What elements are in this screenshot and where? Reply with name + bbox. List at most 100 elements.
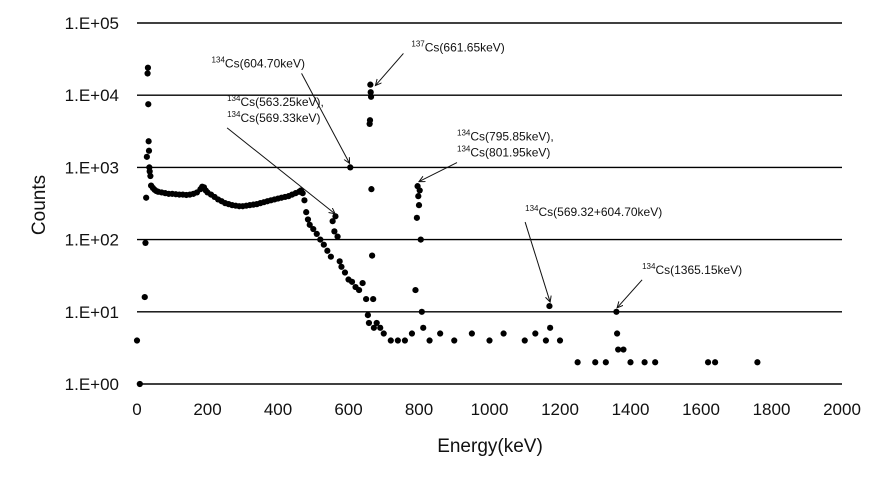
data-point <box>615 346 622 353</box>
data-point <box>144 70 151 77</box>
data-point <box>141 293 148 301</box>
x-tick-label: 1600 <box>682 400 720 419</box>
data-point <box>500 330 507 337</box>
annotation-label: 134Cs(604.70keV) <box>212 55 305 70</box>
data-point <box>145 138 152 145</box>
data-point <box>627 359 634 366</box>
data-point <box>299 190 306 197</box>
data-point <box>313 230 320 237</box>
data-point <box>145 101 152 108</box>
data-point <box>142 239 149 247</box>
data-point <box>532 330 539 337</box>
data-point <box>641 359 648 366</box>
data-point <box>602 359 609 366</box>
data-point <box>146 168 153 175</box>
x-axis-ticks: 0 200 400 600 800 1000 1200 1400 1600 1800 2000 <box>132 400 861 419</box>
data-point <box>704 359 712 366</box>
annotation-arrow <box>226 127 335 214</box>
x-tick-label: 400 <box>264 400 292 419</box>
data-point <box>380 330 387 337</box>
data-point <box>556 337 564 344</box>
data-point <box>359 279 366 287</box>
data-point <box>348 278 356 285</box>
data-point <box>420 324 427 331</box>
data-point <box>574 359 581 366</box>
data-point <box>304 216 312 223</box>
data-point <box>143 194 150 201</box>
data-point <box>377 324 384 331</box>
data-point <box>373 319 380 327</box>
data-point <box>468 330 475 337</box>
annotation-label: 134Cs(795.85keV), <box>457 129 554 144</box>
data-point <box>592 359 599 366</box>
data-point <box>366 117 374 124</box>
data-point <box>620 346 627 353</box>
data-point <box>317 236 324 243</box>
x-tick-label: 200 <box>193 400 221 419</box>
annotation-label: 134Cs(801.95keV) <box>457 145 550 160</box>
data-point <box>712 359 719 366</box>
data-point <box>451 337 458 344</box>
data-point <box>147 172 154 180</box>
y-tick-label: 1.E+03 <box>65 158 119 177</box>
data-point <box>364 312 371 319</box>
data-point <box>413 214 420 221</box>
x-tick-label: 800 <box>405 400 433 419</box>
data-point <box>144 64 152 71</box>
y-axis-ticks: 1.E+00 1.E+01 1.E+02 1.E+03 1.E+04 1.E+05 <box>65 14 119 394</box>
annotation-arrow <box>375 53 404 85</box>
data-point <box>367 89 374 96</box>
data-point <box>303 209 310 216</box>
x-tick-label: 0 <box>132 400 141 419</box>
data-point <box>613 308 620 315</box>
x-tick-label: 1200 <box>541 400 579 419</box>
x-tick-label: 600 <box>334 400 362 419</box>
data-point <box>652 359 659 366</box>
data-point <box>486 337 493 344</box>
data-point <box>336 258 343 265</box>
data-point <box>754 359 761 366</box>
data-point <box>521 337 528 344</box>
y-tick-label: 1.E+04 <box>65 86 119 105</box>
data-point <box>546 302 553 310</box>
data-point <box>412 286 419 294</box>
data-point <box>363 295 370 303</box>
data-point <box>143 153 150 160</box>
annotation-arrow <box>524 221 550 302</box>
annotation-arrow <box>617 279 643 308</box>
annotations: 137Cs(661.65keV) 134Cs(604.70keV) 134Cs(56… <box>212 39 742 308</box>
x-tick-label: 1800 <box>753 400 791 419</box>
y-tick-label: 1.E+01 <box>65 303 119 322</box>
data-point <box>367 93 375 100</box>
data-point <box>331 228 338 235</box>
data-point <box>547 324 554 331</box>
y-axis-title: Counts <box>29 175 50 235</box>
data-point <box>306 221 313 228</box>
data-point <box>365 319 373 327</box>
data-point <box>320 241 327 248</box>
data-point <box>334 233 341 240</box>
data-point <box>394 337 401 344</box>
annotation-label: 137Cs(661.65keV) <box>411 39 504 54</box>
annotation-label: 134Cs(1365.15keV) <box>642 262 742 277</box>
data-point <box>347 164 354 171</box>
data-point <box>426 337 433 344</box>
data-point <box>367 81 374 88</box>
annotation-label: 134Cs(563.25keV), <box>227 94 324 109</box>
data-point <box>370 295 377 303</box>
data-point <box>401 337 408 344</box>
data-point <box>437 330 444 337</box>
data-point <box>408 330 416 337</box>
data-point <box>415 193 422 200</box>
data-point <box>338 263 345 270</box>
data-point <box>301 197 308 204</box>
y-tick-label: 1.E+05 <box>65 14 119 33</box>
x-tick-label: 1000 <box>471 400 509 419</box>
annotation-label: 134Cs(569.33keV) <box>227 110 320 125</box>
data-point <box>542 337 550 344</box>
data-point <box>341 269 349 276</box>
data-point <box>327 253 334 260</box>
data-point <box>418 308 425 315</box>
data-points <box>133 64 761 388</box>
y-tick-label: 1.E+02 <box>65 231 119 250</box>
